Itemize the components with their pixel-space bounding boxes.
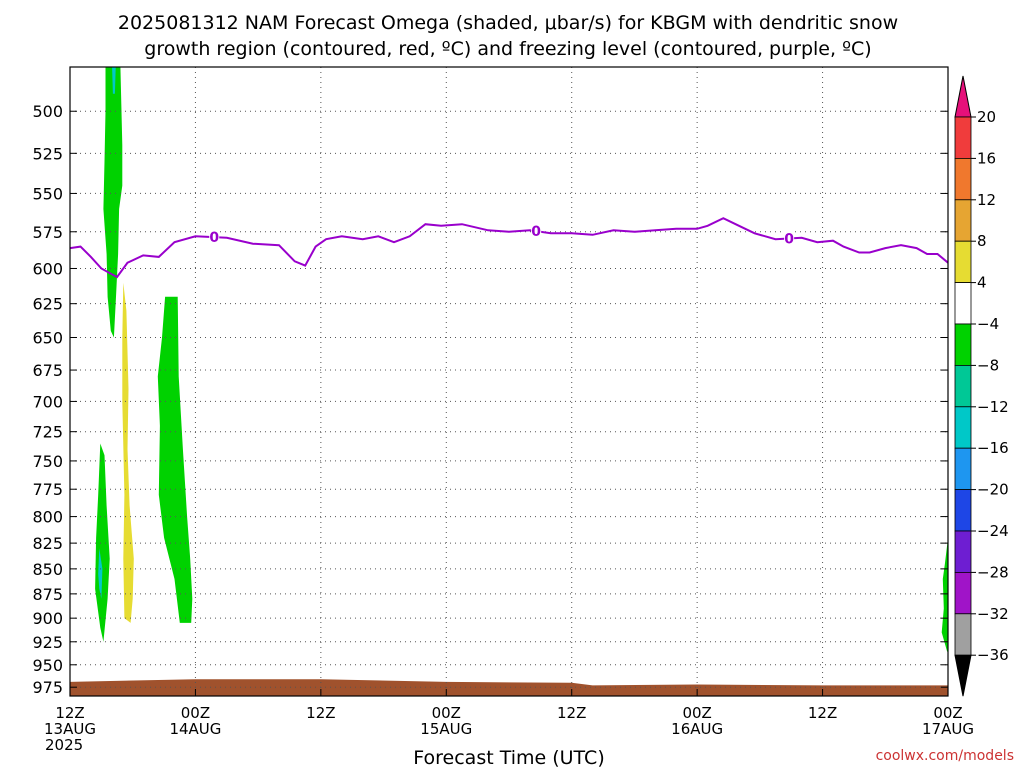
colorbar-tick-label: −24 — [977, 522, 1009, 540]
omega-region-upper-column-core — [112, 67, 116, 94]
colorbar-segment — [954, 572, 972, 615]
freezing-level-label-bg — [784, 230, 795, 247]
chart-title-line-2: growth region (contoured, red, ºC) and f… — [144, 38, 871, 60]
colorbar: 20 16 12 8 4 −4 −8 −12 −16 −20 −24 −28 −32 −36 — [954, 75, 1009, 697]
y-tick-label: 775 — [32, 480, 63, 499]
x-tick-label: 12Z — [808, 704, 837, 722]
omega-region-terrain — [70, 679, 948, 696]
colorbar-segment — [954, 157, 972, 201]
y-tick-label: 900 — [32, 609, 63, 628]
freezing-level-label-bg — [531, 223, 542, 240]
colorbar-tick-label: 4 — [977, 274, 987, 292]
chart-title-line-1: 2025081312 NAM Forecast Omega (shaded, μ… — [118, 12, 898, 34]
y-tick-label: 725 — [32, 423, 63, 442]
y-tick-label: 600 — [32, 259, 63, 278]
x-tick-label: 15AUG — [420, 720, 472, 738]
plot-area — [70, 67, 948, 696]
y-tick-label: 800 — [32, 508, 63, 527]
chart-title: 2025081312 NAM Forecast Omega (shaded, μ… — [118, 12, 898, 60]
y-tick-label: 750 — [32, 452, 63, 471]
colorbar-tick-label: −28 — [977, 563, 1009, 581]
x-tick-label: 00Z — [933, 704, 962, 722]
colorbar-segment — [954, 489, 972, 532]
colorbar-segment — [954, 116, 972, 159]
y-tick-label: 825 — [32, 534, 63, 553]
omega-region-weak-descent — [122, 282, 134, 623]
x-tick-label: 12Z — [55, 704, 84, 722]
y-tick-label: 625 — [32, 295, 63, 314]
y-tick-label: 850 — [32, 560, 63, 579]
colorbar-segment — [954, 282, 972, 325]
colorbar-tick-label: −20 — [977, 481, 1009, 499]
colorbar-bottom-arrow — [954, 654, 972, 697]
y-axis: 500 525 550 575 600 625 650 675 700 725 750 775 800 8… — [32, 102, 948, 697]
y-tick-label: 650 — [32, 329, 63, 348]
x-tick-label: 00Z — [682, 704, 711, 722]
colorbar-segment — [954, 530, 972, 573]
plot-frame — [69, 66, 949, 697]
x-tick-label: 13AUG — [44, 720, 96, 738]
colorbar-segment — [954, 406, 972, 449]
colorbar-tick-label: −16 — [977, 439, 1009, 457]
colorbar-tick-label: −12 — [977, 398, 1009, 416]
colorbar-tick-label: 12 — [977, 191, 996, 209]
colorbar-top-arrow — [954, 75, 972, 118]
y-tick-label: 950 — [32, 656, 63, 675]
freezing-level-label: 0 — [531, 224, 541, 240]
colorbar-segment — [954, 447, 972, 491]
colorbar-tick-label: 8 — [977, 232, 987, 250]
colorbar-segment — [954, 323, 972, 366]
colorbar-tick-label: −32 — [977, 605, 1009, 623]
y-tick-label: 875 — [32, 585, 63, 604]
y-tick-label: 525 — [32, 144, 63, 163]
y-tick-label: 575 — [32, 223, 63, 242]
freezing-level-contour: 0 0 0 — [70, 217, 948, 279]
x-tick-label: 12Z — [557, 704, 586, 722]
credit-text: coolwx.com/models — [876, 748, 1014, 764]
x-tick-label: 14AUG — [169, 720, 221, 738]
omega-region-mid-level-ascent — [157, 296, 193, 623]
y-tick-label: 700 — [32, 392, 63, 411]
x-tick-label: 16AUG — [671, 720, 723, 738]
x-tick-label: 12Z — [306, 704, 335, 722]
x-tick-label: 2025 — [45, 736, 83, 754]
y-tick-label: 500 — [32, 102, 63, 121]
colorbar-segment — [954, 613, 972, 656]
omega-region-upper-column-ascent — [103, 67, 123, 338]
colorbar-tick-label: 20 — [977, 108, 996, 126]
colorbar-segment — [954, 199, 972, 242]
freezing-level-label-bg — [209, 229, 220, 246]
y-tick-label: 675 — [32, 361, 63, 380]
freezing-level-line — [70, 217, 948, 279]
colorbar-segment — [954, 364, 972, 408]
x-tick-label: 00Z — [432, 704, 461, 722]
colorbar-tick-label: −8 — [977, 356, 999, 374]
grid — [70, 67, 948, 696]
y-tick-label: 925 — [32, 633, 63, 652]
colorbar-tick-label: 16 — [977, 149, 996, 167]
x-tick-label: 00Z — [181, 704, 210, 722]
omega-region-low-level-core-1 — [98, 548, 103, 599]
freezing-level-label: 0 — [209, 230, 219, 246]
x-axis-label: Forecast Time (UTC) — [413, 747, 604, 768]
colorbar-tick-label: −36 — [977, 646, 1009, 664]
colorbar-segment — [954, 240, 972, 283]
y-tick-label: 975 — [32, 678, 63, 697]
omega-region-final-hour-ascent — [941, 537, 948, 653]
freezing-level-label: 0 — [784, 231, 794, 247]
colorbar-tick-label: −4 — [977, 315, 999, 333]
y-tick-label: 550 — [32, 184, 63, 203]
omega-region-low-level-ascent-1 — [95, 443, 110, 642]
x-tick-label: 17AUG — [922, 720, 974, 738]
